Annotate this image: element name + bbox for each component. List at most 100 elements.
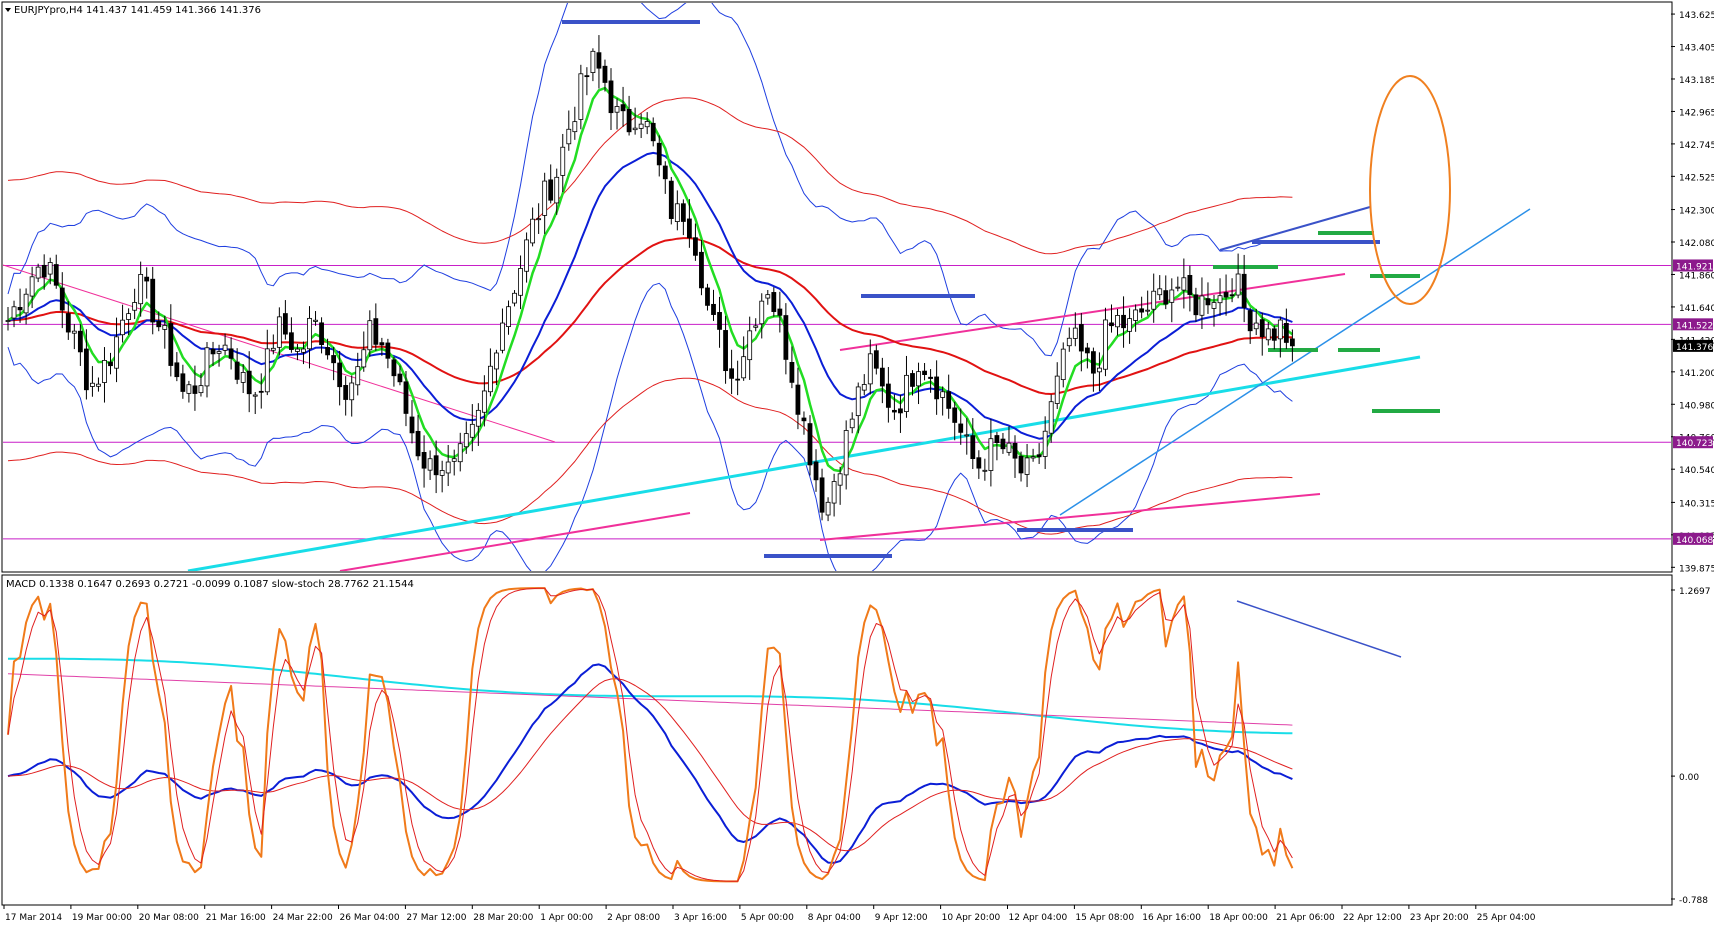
upper-band-line	[7, 3, 1293, 357]
candle-body	[753, 325, 759, 328]
candle-body	[1042, 430, 1048, 457]
candle-body	[343, 385, 349, 400]
x-tick-label: 26 Mar 04:00	[340, 913, 400, 923]
candle-body	[807, 423, 813, 466]
candle-body	[789, 362, 795, 383]
candle-body	[246, 370, 252, 395]
candle-body	[487, 365, 493, 393]
x-tick-label: 1 Apr 00:00	[540, 913, 593, 923]
x-tick-label: 24 Mar 22:00	[273, 913, 333, 923]
rising-trend-line	[1059, 208, 1531, 516]
y-tick-label: 143.185	[1679, 76, 1714, 86]
candle-body	[1229, 294, 1235, 297]
y-tick-label: 142.080	[1679, 239, 1714, 249]
candle-body	[361, 349, 367, 368]
candle-body	[349, 382, 355, 401]
candle-body	[795, 384, 801, 415]
candle-body	[548, 179, 554, 201]
candle-body	[204, 347, 210, 387]
candle-body	[638, 123, 644, 129]
pink-lower-channel-line	[339, 512, 691, 571]
candle-body	[572, 121, 578, 133]
candle-body	[35, 266, 41, 279]
candle-body	[391, 359, 397, 377]
candle-body	[276, 316, 282, 348]
candle-body	[1289, 338, 1295, 347]
candle-body	[940, 391, 946, 398]
candle-body	[156, 320, 162, 328]
candle-body	[228, 348, 234, 359]
y-tick-label: 140.980	[1679, 401, 1714, 411]
candle-body	[674, 203, 680, 222]
candle-body	[5, 320, 11, 322]
candle-body	[916, 371, 921, 387]
candle-body	[1247, 310, 1253, 332]
main-header-text: EURJPYpro,H4 141.437 141.459 141.366 141…	[14, 5, 261, 16]
candle-body	[114, 336, 119, 369]
x-tick-label: 17 Mar 2014	[5, 913, 62, 923]
candle-body	[252, 394, 258, 397]
level-label-text: 141.522	[1676, 321, 1713, 331]
candle-body	[186, 384, 192, 394]
macd-y-tick-label: 1.2697	[1679, 587, 1711, 597]
candle-body	[451, 458, 457, 462]
upper-envelope-line	[7, 97, 1293, 255]
x-tick-label: 23 Apr 20:00	[1410, 913, 1469, 923]
candle-body	[11, 306, 17, 319]
x-tick-label: 22 Apr 12:00	[1343, 913, 1402, 923]
candle-body	[29, 276, 35, 297]
candle-body	[928, 376, 933, 379]
candle-body	[1193, 294, 1199, 316]
candle-body	[1078, 324, 1084, 352]
candle-body	[747, 330, 753, 361]
candle-body	[1235, 273, 1241, 296]
macd-signal-line	[7, 678, 1293, 852]
y-tick-label: 142.965	[1679, 108, 1714, 118]
candle-body	[1241, 273, 1247, 308]
candle-body	[729, 368, 734, 379]
candle-body	[506, 306, 511, 327]
candle-body	[397, 373, 403, 383]
candle-body	[536, 218, 542, 221]
candle-body	[1175, 286, 1181, 289]
candle-body	[120, 319, 125, 336]
candle-body	[59, 287, 65, 311]
candle-body	[885, 383, 891, 408]
candle-body	[976, 457, 982, 469]
candle-body	[108, 361, 113, 367]
pink-upper-channel-line	[839, 273, 1346, 351]
candle-body	[1139, 308, 1145, 313]
y-tick-label: 143.405	[1679, 44, 1714, 54]
candle-body	[168, 323, 174, 366]
y-tick-label: 140.540	[1679, 466, 1714, 476]
blue-slope-line	[1219, 206, 1371, 251]
x-tick-label: 27 Mar 12:00	[406, 913, 466, 923]
macd-y-tick-label: -0.788	[1679, 896, 1708, 906]
candle-body	[970, 435, 976, 460]
candle-body	[1036, 454, 1042, 458]
candle-body	[964, 434, 970, 437]
candle-body	[1109, 322, 1114, 327]
y-tick-label: 141.640	[1679, 304, 1714, 314]
candle-body	[1024, 457, 1030, 475]
candle-body	[307, 317, 312, 350]
candle-body	[855, 386, 861, 417]
candle-body	[699, 251, 704, 289]
candle-body	[1259, 319, 1265, 338]
candle-body	[741, 356, 747, 379]
candle-body	[518, 268, 523, 296]
x-tick-label: 21 Mar 16:00	[206, 913, 266, 923]
candle-body	[90, 382, 95, 387]
stoch-d-line	[7, 587, 1293, 882]
candle-body	[1223, 292, 1229, 298]
candle-body	[1217, 295, 1223, 304]
candle-body	[771, 292, 777, 312]
candle-body	[879, 367, 885, 387]
triangle-down-icon[interactable]	[5, 8, 11, 12]
candle-body	[632, 127, 638, 131]
candle-body	[463, 433, 469, 448]
candle-body	[1048, 401, 1054, 434]
candle-body	[668, 180, 674, 219]
candle-body	[409, 416, 415, 434]
candle-body	[1115, 315, 1120, 328]
